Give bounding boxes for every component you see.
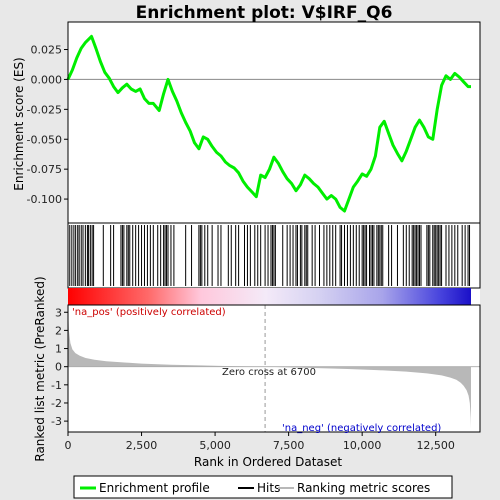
es-tick-label: -0.075 (27, 163, 62, 176)
legend-enrichment-label: Enrichment profile (99, 481, 210, 495)
rank-colorbar (68, 288, 471, 305)
metric-tick-label: -3 (51, 415, 62, 428)
x-axis-label: Rank in Ordered Dataset (194, 455, 342, 469)
ranked-metric-panel: 3 2 1 0 -1 -2 -3 (51, 304, 481, 433)
positive-correlation-label: 'na_pos' (positively correlated) (72, 307, 226, 318)
chart-title: Enrichment plot: V$IRF_Q6 (136, 3, 393, 23)
es-tick-label: -0.025 (27, 103, 62, 116)
metric-tick-label: -1 (51, 379, 62, 392)
es-tick-label: -0.100 (27, 193, 62, 206)
ranking-metric-area (68, 308, 471, 429)
chart-legend: Enrichment profile Hits Ranking metric s… (73, 475, 453, 499)
x-tick-label: 5,000 (199, 439, 231, 452)
es-tick-label: -0.050 (27, 133, 62, 146)
metric-axis-ticks: 3 2 1 0 -1 -2 -3 (51, 306, 68, 428)
x-tick-label: 2,500 (126, 439, 158, 452)
metric-tick-label: 2 (55, 324, 62, 337)
legend-box (73, 475, 453, 499)
x-tick-label: 12,500 (416, 439, 455, 452)
x-tick-label: 0 (65, 439, 72, 452)
enrichment-score-panel: 0.025 0.000 -0.025 -0.050 -0.075 -0.100 (27, 21, 481, 224)
metric-axis-label: Ranked list metric (PreRanked) (33, 276, 47, 461)
es-tick-label: 0.000 (31, 73, 63, 86)
negative-correlation-label: 'na_neg' (negatively correlated) (282, 423, 441, 434)
es-axis-label: Enrichment score (ES) (12, 57, 26, 190)
metric-tick-label: 3 (55, 306, 62, 319)
metric-tick-label: 0 (55, 361, 62, 374)
x-tick-label: 7,500 (273, 439, 305, 452)
x-axis-ticks: 0 2,500 5,000 7,500 10,000 12,500 (65, 432, 455, 452)
metric-tick-label: 1 (55, 343, 62, 356)
metric-tick-label: -2 (51, 397, 62, 410)
metric-panel-frame (67, 304, 481, 433)
hits-panel (67, 222, 481, 289)
hit-lines (67, 225, 471, 286)
es-tick-label: 0.025 (31, 44, 63, 57)
zero-cross-label: Zero cross at 6700 (222, 367, 316, 378)
enrichment-profile-line (66, 34, 471, 213)
es-axis-ticks: 0.025 0.000 -0.025 -0.050 -0.075 -0.100 (27, 44, 68, 206)
legend-hits-label: Hits (257, 481, 280, 495)
legend-metric-label: Ranking metric scores (297, 481, 430, 495)
x-tick-label: 10,000 (343, 439, 382, 452)
